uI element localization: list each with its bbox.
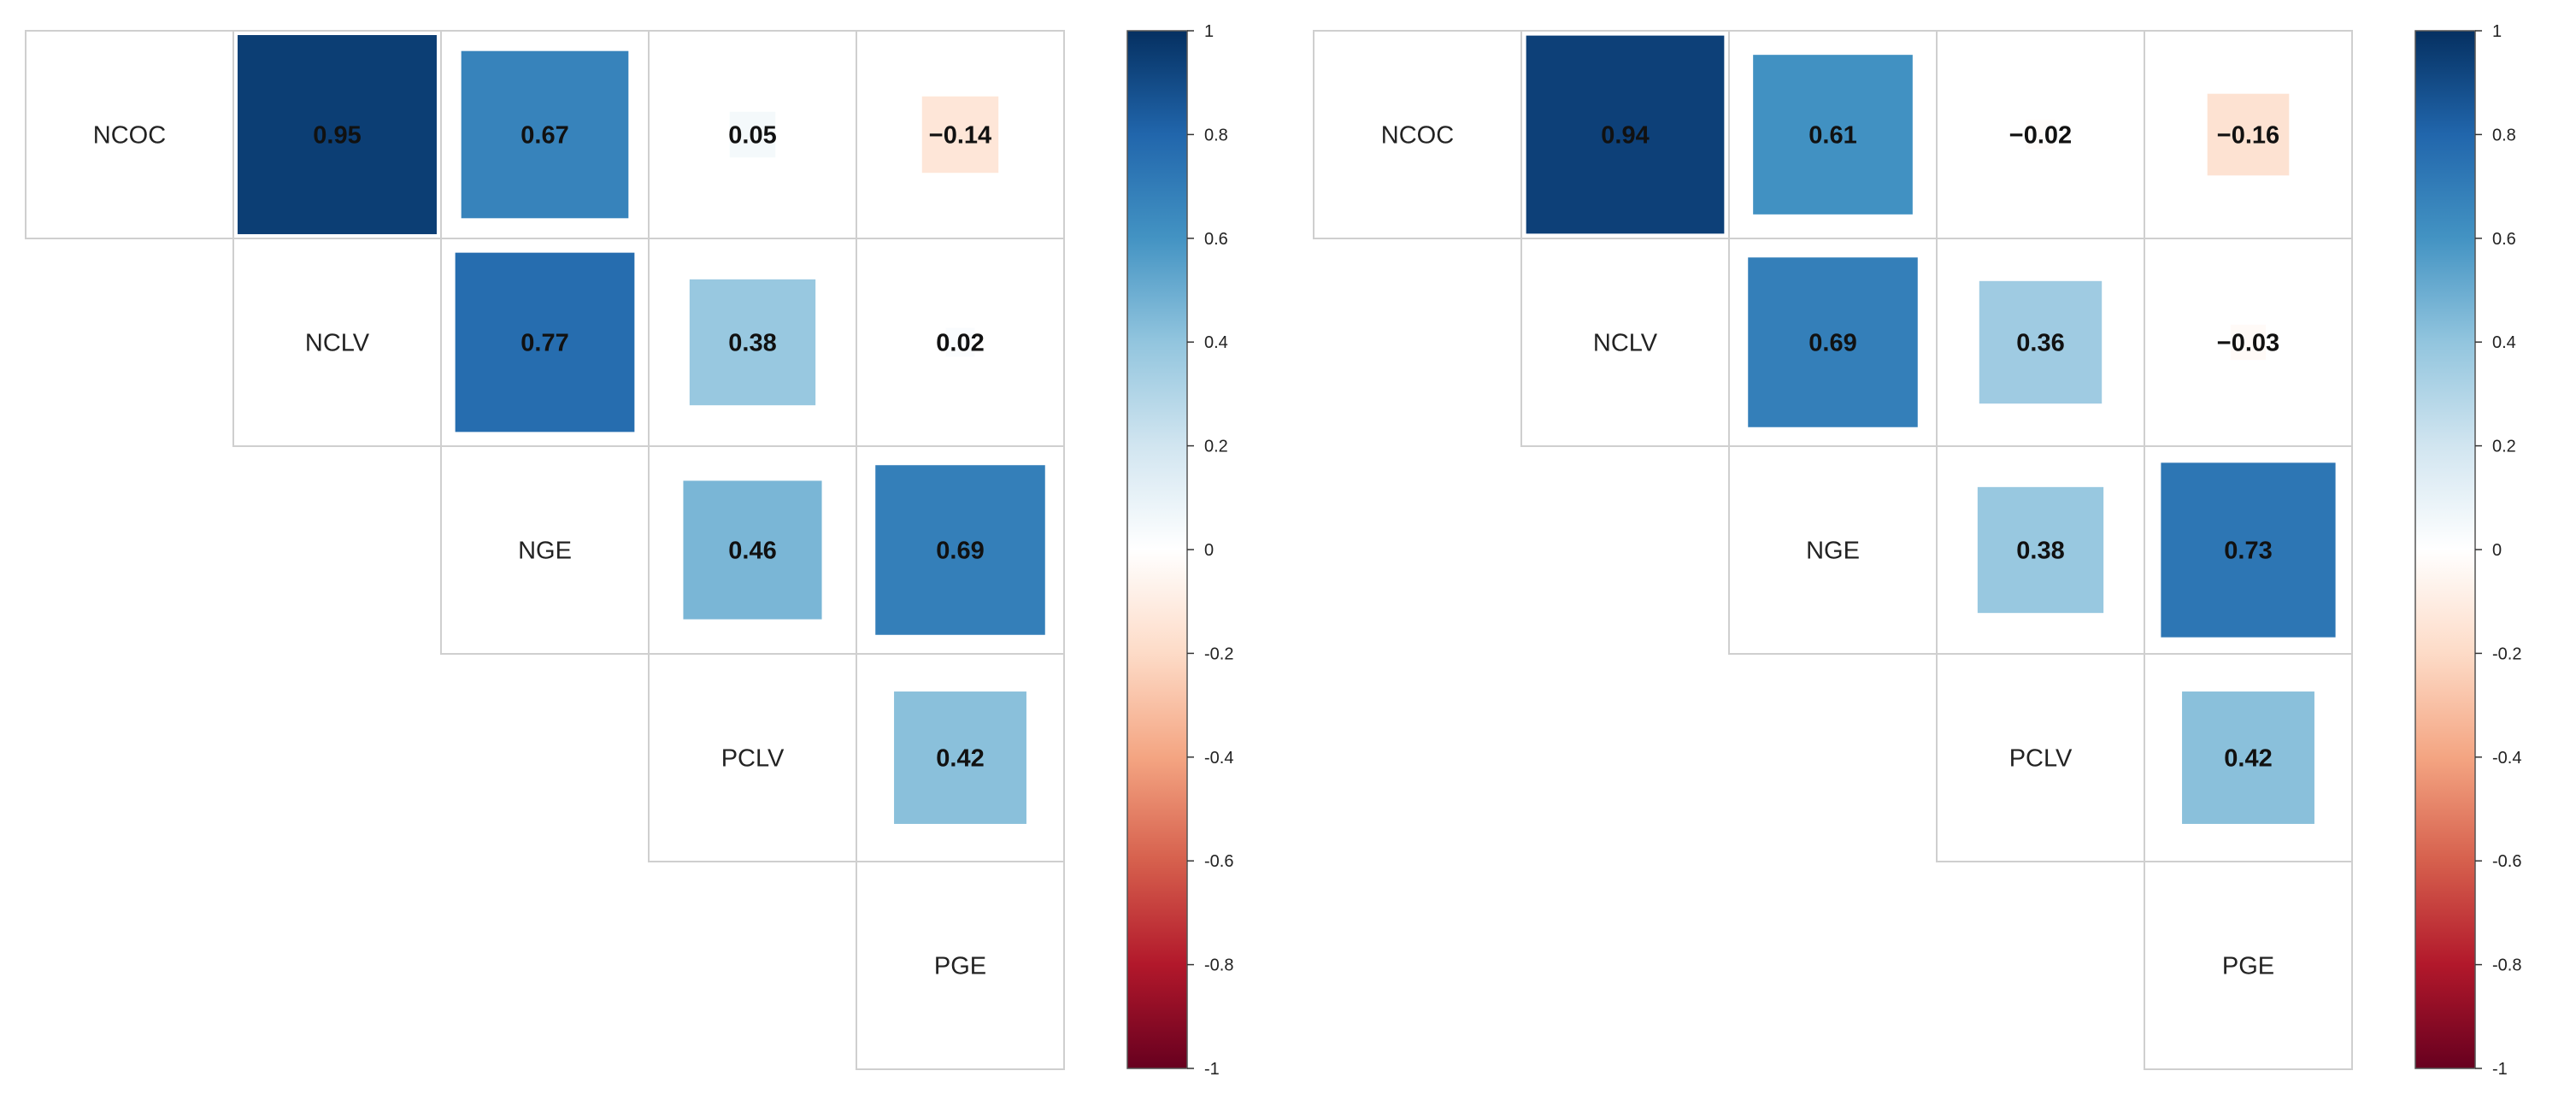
corr-square-nge-pge [875,465,1045,635]
corr-value-nge-pclv: 0.38 [2016,538,2064,565]
corr-square-ncoc-pge [2207,93,2290,176]
variable-label-ncoc: NCOC [93,122,166,150]
corr-square-nge-pge [2161,462,2336,638]
corr-value-ncoc-nge: 0.61 [1808,122,1856,150]
corr-square-nclv-nge [1748,257,1918,427]
colorbar-tick-label: 0.2 [1204,438,1228,456]
colorbar-tick-label: -0.6 [1204,852,1233,871]
corr-value-nge-pge: 0.69 [936,538,984,565]
variable-label-pge: PGE [934,953,986,980]
variable-label-nge: NGE [1806,538,1860,565]
corr-square-ncoc-pclv [729,111,776,158]
corr-square-ncoc-nclv [238,35,437,234]
corr-square-nclv-pclv [689,279,816,406]
corr-value-ncoc-pclv: −0.02 [2009,122,2072,150]
corr-square-pclv-pge [2182,691,2314,824]
colorbar-tick-label: 0 [2492,541,2502,560]
colorbar [1126,30,1188,1069]
colorbar-tick-label: -0.2 [1204,644,1233,663]
variable-label-nge: NGE [518,538,572,565]
corr-value-nclv-pge: −0.03 [2217,330,2279,357]
corr-square-ncoc-nge [1753,55,1913,215]
corr-square-ncoc-pge [921,96,999,174]
colorbar-tick-label: -0.6 [2492,852,2521,871]
corr-value-nclv-nge: 0.69 [1808,330,1856,357]
variable-label-pclv: PCLV [2009,745,2073,773]
corr-value-nclv-pge: 0.02 [936,330,984,357]
grid-cell [2144,861,2353,1070]
corr-value-ncoc-nclv: 0.94 [1601,122,1649,150]
corr-value-pclv-pge: 0.42 [936,745,984,773]
grid-cell [25,30,234,239]
grid-cell [856,653,1065,862]
correlation-plot-right: NCOC NCLV NGE PCLV PGE 0.94 0.61 −0.02 −0.16 0.69… [1288,0,2576,1112]
variable-label-ncoc: NCOC [1381,122,1454,150]
colorbar-tick-label: 0 [1204,541,1214,560]
corr-square-nclv-nge [455,252,635,432]
corr-square-nge-pclv [683,480,822,620]
colorbar-tick-label: -0.4 [1204,749,1233,768]
variable-label-pclv: PCLV [721,745,785,773]
correlation-plot-left: NCOC NCLV NGE PCLV PGE 0.95 0.67 0.05 −0.14 0.77 0… [25,22,1233,1079]
colorbar-tick-label: 0.4 [1204,333,1228,352]
colorbar-tick-label: 0.4 [2492,333,2516,352]
grid-cell [232,238,442,447]
colorbar-tick-label: -0.4 [2492,749,2521,768]
grid-cell [1520,238,1730,447]
colorbar-tick-label: -0.8 [1204,956,1233,975]
grid-cell [648,653,857,862]
corr-value-nclv-pclv: 0.36 [2016,330,2064,357]
colorbar-tick-label: 0.8 [2492,126,2516,144]
corr-square-nclv-pge [945,327,975,357]
colorbar-tick-label: -0.8 [2492,956,2521,975]
corr-value-ncoc-nclv: 0.95 [313,122,361,150]
corr-value-ncoc-nge: 0.67 [520,122,568,150]
variable-label-pge: PGE [2222,953,2274,980]
colorbar-tick-label: 1 [2492,22,2502,41]
corr-value-ncoc-pge: −0.16 [2217,122,2279,150]
corr-square-nclv-pclv [1979,280,2103,404]
corr-value-nclv-pclv: 0.38 [728,330,776,357]
colorbar-tick-label: 0.8 [1204,126,1228,144]
colorbar-tick-label: -1 [2492,1060,2508,1079]
corr-square-nclv-pge [2230,324,2267,361]
variable-label-nclv: NCLV [1593,330,1658,357]
corr-value-ncoc-pclv: 0.05 [728,122,776,150]
colorbar-tick-label: -1 [1204,1060,1220,1079]
colorbar-tick-label: 1 [1204,22,1214,41]
colorbar-tick-label: 0.6 [2492,230,2516,249]
corr-value-nge-pge: 0.73 [2224,538,2272,565]
grid-cell [856,861,1065,1070]
colorbar-tick-label: 0.2 [2492,438,2516,456]
corr-square-ncoc-nge [461,50,629,219]
corr-value-ncoc-pge: −0.14 [929,122,991,150]
colorbar-tick-label: -0.2 [2492,644,2521,663]
colorbar-tick-label: 0.6 [1204,230,1228,249]
corr-value-pclv-pge: 0.42 [2224,745,2272,773]
colorbar [2414,30,2476,1069]
grid-cell [440,445,650,655]
corr-value-nge-pclv: 0.46 [728,538,776,565]
corr-square-nge-pclv [1977,486,2104,614]
variable-label-nclv: NCLV [305,330,370,357]
correlation-matrix-left: NCOC NCLV NGE PCLV PGE 0.95 0.67 0.05 −0.14 0.77 0… [25,22,1233,1079]
corr-square-ncoc-nclv [1526,35,1725,234]
corr-value-nclv-nge: 0.77 [520,330,568,357]
corr-square-pclv-pge [894,691,1026,824]
corr-square-ncoc-pclv [2026,120,2056,150]
